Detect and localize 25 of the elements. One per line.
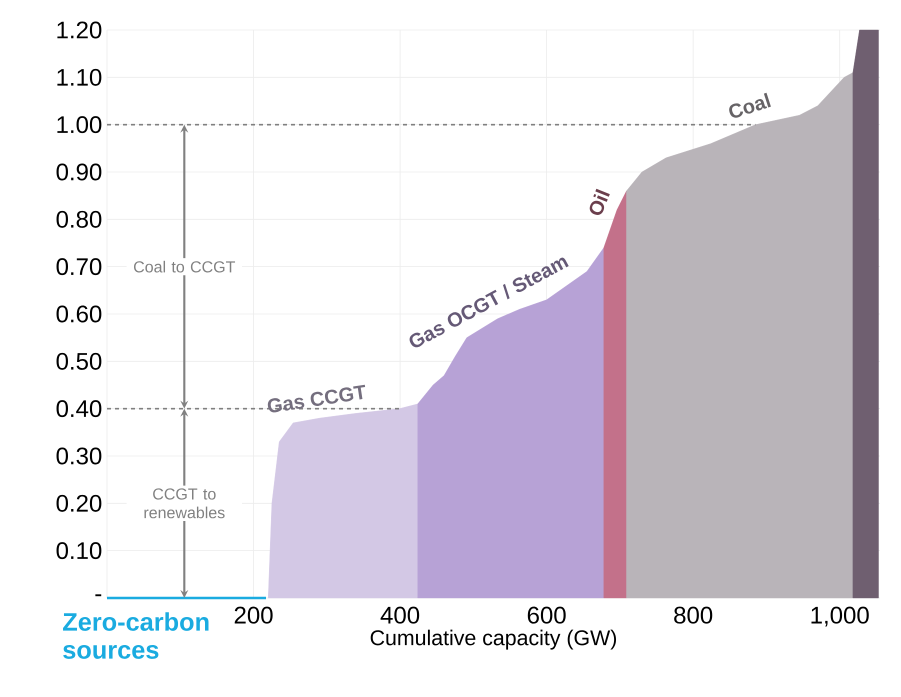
y-tick-label: 0.30 xyxy=(56,447,102,464)
y-tick-label: - xyxy=(95,594,102,596)
x-tick-label: 200 xyxy=(234,606,273,624)
y-tick-label: 1.10 xyxy=(57,68,102,86)
y-tick-label: 0.60 xyxy=(56,305,102,322)
y-tick-label: 0.40 xyxy=(56,400,102,418)
x-tick-label: 600 xyxy=(528,606,566,624)
text: Oil xyxy=(590,188,610,215)
series-label: Coal xyxy=(729,92,771,118)
y-tick-label: 0.20 xyxy=(56,494,102,512)
series-label: Zero-carbon sources xyxy=(63,612,208,659)
text: Gas CCGT xyxy=(268,384,366,412)
x-axis-title: Cumulative capacity (GW) xyxy=(370,630,616,650)
y-tick-label: 1.20 xyxy=(57,21,102,38)
y-tick-label: 0.70 xyxy=(56,258,102,276)
annotation: CCGT to renewables xyxy=(144,488,225,518)
y-tick-label: 0.80 xyxy=(56,210,102,228)
x-tick-label: 1,000 xyxy=(811,606,869,627)
y-tick-label: 0.50 xyxy=(56,352,102,370)
x-tick-label: 800 xyxy=(674,606,712,624)
y-tick-label: 1.00 xyxy=(57,116,102,134)
y-tick-label: 0.10 xyxy=(56,542,102,560)
x-tick-label: 400 xyxy=(380,606,420,624)
y-tick-label: 0.90 xyxy=(56,163,102,180)
annotation: Coal to CCGT xyxy=(134,260,236,273)
